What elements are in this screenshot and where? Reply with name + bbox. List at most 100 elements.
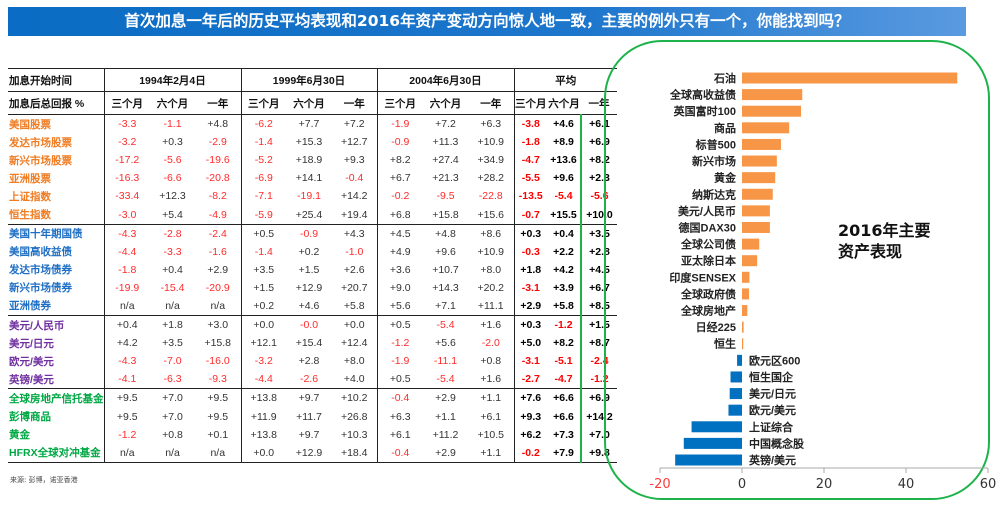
average-value-cell: +10.0 xyxy=(580,205,617,225)
value-cell: -4.9 xyxy=(208,208,227,221)
table-row: 黄金 -1.2 +0.8 +0.1 +13.8 +9.7 +10.3 +6.1 +11.2 +10… xyxy=(8,425,617,444)
value-cell: -9.3 xyxy=(208,373,227,386)
value-cell: +7.2 xyxy=(343,118,365,131)
value-cell: +2.8 xyxy=(298,355,320,368)
value-cell: -15.4 xyxy=(160,281,185,294)
table-row: 欧元/美元 -4.3 -7.0 -16.0 -3.2 +2.8 +8.0 -1.9 -11.1 +… xyxy=(8,352,617,371)
header-horizon: 六个月 xyxy=(423,91,468,115)
chart-title: 2016年主要 资产表现 xyxy=(838,220,948,262)
average-value-cell: +6.2 xyxy=(513,425,547,444)
value-cell: -1.6 xyxy=(208,245,227,258)
value-cell: -5.6 xyxy=(163,154,182,167)
value-cell: +2.9 xyxy=(207,263,229,276)
bar xyxy=(742,205,770,217)
page-title: 首次加息一年后的历史平均表现和2016年资产变动方向惊人地一致，主要的例外只有一… xyxy=(8,7,966,36)
value-cell: -2.9 xyxy=(208,136,227,149)
value-cell: +25.4 xyxy=(295,208,323,221)
value-cell: +6.3 xyxy=(376,407,423,426)
value-cell: +1.5 xyxy=(240,278,286,297)
value-cell: -0.2 xyxy=(376,187,423,206)
bar xyxy=(742,271,750,283)
average-value-cell: +14.2 xyxy=(580,407,617,426)
value-cell: +4.8 xyxy=(207,118,229,131)
value-cell: -0.4 xyxy=(376,443,423,463)
average-value-cell: -13.5 xyxy=(513,187,547,206)
header-period: 1999年6月30日 xyxy=(240,68,377,92)
average-value-cell: -4.7 xyxy=(554,373,573,386)
value-cell: +1.6 xyxy=(468,315,514,335)
value-cell: -8.2 xyxy=(208,190,227,203)
bar xyxy=(742,255,758,267)
header-horizon: 三个月 xyxy=(103,91,150,115)
category-label: 全球房地产 xyxy=(680,304,736,318)
value-cell: +4.3 xyxy=(332,223,377,243)
value-cell: +10.5 xyxy=(477,428,505,441)
value-cell: +15.8 xyxy=(204,337,232,350)
value-cell: +1.1 xyxy=(468,388,514,408)
average-value-cell: -5.5 xyxy=(513,169,547,188)
average-value-cell: +2.2 xyxy=(553,245,574,258)
table-row: 亚洲股票 -16.3 -6.6 -20.8 -6.9 +14.1 -0.4 +6.7 +21.3… xyxy=(8,169,617,188)
category-label: 新兴市场 xyxy=(692,154,736,168)
bar xyxy=(742,238,760,250)
value-cell: -22.8 xyxy=(478,190,503,203)
value-cell: +19.4 xyxy=(340,208,368,221)
average-value-cell: -5.4 xyxy=(554,190,573,203)
value-cell: -11.1 xyxy=(433,355,458,368)
table-row: 美国股票 -3.3 -1.1 +4.8 -6.2 +7.7 +7.2 -1.9 +7.2 +6.3… xyxy=(8,114,617,134)
value-cell: +10.2 xyxy=(332,388,377,408)
value-cell: +9.5 xyxy=(103,407,150,426)
table-row: 彭博商品 +9.5 +7.0 +9.5 +11.9 +11.7 +26.8 +6.3 +1.1 +… xyxy=(8,407,617,426)
value-cell: -1.2 xyxy=(376,334,423,353)
average-value-cell: +1.8 xyxy=(513,260,547,279)
average-value-cell: -3.1 xyxy=(513,352,547,371)
category-label: 纳斯达克 xyxy=(692,187,736,201)
header-horizon: 一年 xyxy=(468,91,514,115)
category-label: 商品 xyxy=(714,121,736,135)
bar xyxy=(737,354,742,366)
value-cell: n/a xyxy=(103,443,150,463)
category-label: 日经225 xyxy=(696,320,736,334)
value-cell: +14.3 xyxy=(432,281,459,294)
bar xyxy=(742,72,958,84)
value-cell: +0.2 xyxy=(298,245,320,258)
value-cell: -3.3 xyxy=(163,245,182,258)
average-value-cell: +5.8 xyxy=(553,299,574,312)
value-cell: +7.7 xyxy=(298,118,320,131)
value-cell: +4.0 xyxy=(343,373,365,386)
value-cell: +26.8 xyxy=(340,410,368,423)
value-cell: +0.3 xyxy=(162,136,183,149)
table-row: 新兴市场股票 -17.2 -5.6 -19.6 -5.2 +18.9 +9.3 +8.2 +27… xyxy=(8,151,617,170)
bar xyxy=(730,371,742,383)
value-cell: +15.6 xyxy=(477,208,505,221)
value-cell: +20.7 xyxy=(340,281,368,294)
value-cell: +8.6 xyxy=(468,223,514,243)
category-label: 美元/日元 xyxy=(749,387,796,401)
value-cell: +0.4 xyxy=(162,263,183,276)
header-horizon: 一年 xyxy=(195,91,241,115)
value-cell: -19.6 xyxy=(205,154,230,167)
value-cell: +3.5 xyxy=(240,260,286,279)
row-label: 美国高收益债 xyxy=(8,242,105,261)
value-cell: -0.9 xyxy=(286,223,332,243)
value-cell: +14.1 xyxy=(295,172,323,185)
average-value-cell: +4.2 xyxy=(553,263,574,276)
value-cell: +2.9 xyxy=(423,443,468,463)
average-value-cell: -4.7 xyxy=(513,151,547,170)
value-cell: -16.0 xyxy=(205,355,230,368)
average-value-cell: +5.0 xyxy=(513,334,547,353)
row-label: 恒生指数 xyxy=(8,205,105,225)
average-value-cell: +0.3 xyxy=(513,315,547,335)
value-cell: +8.0 xyxy=(343,355,365,368)
value-cell: +11.1 xyxy=(477,299,504,312)
value-cell: +9.3 xyxy=(343,154,365,167)
value-cell: -7.1 xyxy=(240,187,286,206)
category-label: 全球公司债 xyxy=(680,237,736,251)
row-label: 发达市场债券 xyxy=(8,260,105,279)
value-cell: +12.7 xyxy=(340,136,368,149)
value-cell: -1.0 xyxy=(345,245,364,258)
value-cell: +0.8 xyxy=(480,355,502,368)
value-cell: -1.4 xyxy=(240,242,286,261)
average-value-cell: -1.2 xyxy=(547,315,581,335)
value-cell: -2.6 xyxy=(299,373,319,386)
